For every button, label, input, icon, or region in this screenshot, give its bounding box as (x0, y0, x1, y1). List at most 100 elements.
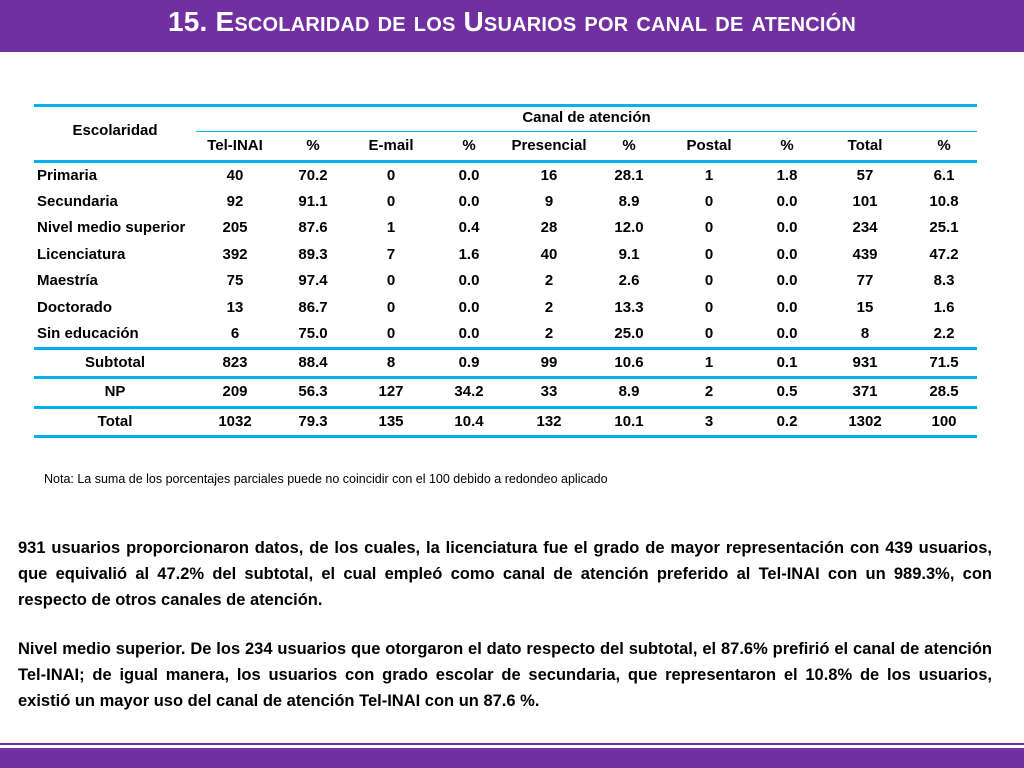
summary-cell: 34.2 (454, 383, 484, 400)
table-cell: 77 (856, 272, 874, 289)
table-cell: 0 (704, 193, 714, 210)
summary-row-label: Subtotal (85, 354, 145, 371)
table-cell: 86.7 (298, 299, 328, 316)
summary-cell: 100 (931, 413, 957, 430)
summary-cell: 10.6 (614, 354, 644, 371)
summary-cell: 371 (852, 383, 878, 400)
summary-cell: 0.2 (776, 413, 798, 430)
row-header-label: Escolaridad (72, 122, 158, 139)
table-cell: 2.6 (618, 272, 640, 289)
table-cell: 75.0 (298, 325, 328, 342)
table-cell: 28 (540, 219, 558, 236)
table-cell: 6.1 (933, 167, 955, 184)
table-cell: 40 (226, 167, 244, 184)
subtotal-bottom-rule (34, 376, 977, 379)
table-cell: 0 (704, 325, 714, 342)
row-label: Nivel medio superior (37, 219, 186, 236)
summary-cell: 28.5 (929, 383, 959, 400)
table-cell: 0.0 (776, 272, 798, 289)
summary-cell: 1032 (218, 413, 252, 430)
table-cell: 0 (386, 193, 396, 210)
table-cell: 25.1 (929, 219, 959, 236)
summary-cell: 0.5 (776, 383, 798, 400)
row-label: Licenciatura (37, 246, 126, 263)
row-label: Secundaria (37, 193, 118, 210)
table-cell: 0.0 (776, 246, 798, 263)
summary-cell: 135 (378, 413, 404, 430)
table-cell: 0 (386, 272, 396, 289)
table-cell: 92 (226, 193, 244, 210)
table-cell: 101 (852, 193, 878, 210)
group-header-label: Canal de atención (522, 109, 651, 126)
summary-cell: 10.4 (454, 413, 484, 430)
table-cell: 47.2 (929, 246, 959, 263)
table-cell: 0.0 (458, 325, 480, 342)
summary-row-label: NP (104, 383, 126, 400)
table-cell: 13 (226, 299, 244, 316)
column-header: Total (847, 137, 883, 154)
summary-cell: 209 (222, 383, 248, 400)
column-header: % (780, 137, 794, 154)
table-top-rule (34, 104, 977, 107)
title-bar (0, 0, 1024, 52)
column-header: % (622, 137, 636, 154)
table-cell: 0.0 (776, 299, 798, 316)
table-cell: 8.3 (933, 272, 955, 289)
table-cell: 9.1 (618, 246, 640, 263)
footer-bar (0, 748, 1024, 768)
table-cell: 0 (386, 167, 396, 184)
table-cell: 16 (540, 167, 558, 184)
column-header: % (462, 137, 476, 154)
table-cell: 0 (704, 219, 714, 236)
np-bottom-rule (34, 406, 977, 409)
summary-cell: 56.3 (298, 383, 328, 400)
table-cell: 12.0 (614, 219, 644, 236)
table-cell: 0.0 (776, 219, 798, 236)
summary-cell: 823 (222, 354, 248, 371)
summary-cell: 1 (704, 354, 714, 371)
table-cell: 205 (222, 219, 248, 236)
table-cell: 75 (226, 272, 244, 289)
summary-cell: 2 (704, 383, 714, 400)
column-header: Tel-INAI (207, 137, 263, 154)
paragraph-1: 931 usuarios proporcionaron datos, de lo… (18, 539, 992, 609)
table-cell: 10.8 (929, 193, 959, 210)
table-cell: 28.1 (614, 167, 644, 184)
summary-cell: 8 (386, 354, 396, 371)
summary-cell: 88.4 (298, 354, 328, 371)
table-cell: 40 (540, 246, 558, 263)
summary-row-label: Total (97, 413, 133, 430)
table-cell: 0.0 (458, 299, 480, 316)
table-cell: 9 (544, 193, 554, 210)
summary-cell: 79.3 (298, 413, 328, 430)
summary-cell: 10.1 (614, 413, 644, 430)
table-cell: 0.0 (776, 193, 798, 210)
table-cell: 2 (544, 299, 554, 316)
table-cell: 7 (386, 246, 396, 263)
table-cell: 0 (386, 299, 396, 316)
column-header: E-mail (368, 137, 414, 154)
summary-cell: 931 (852, 354, 878, 371)
table-cell: 234 (852, 219, 878, 236)
column-header: % (937, 137, 951, 154)
paragraph-2: Nivel medio superior. De los 234 usuario… (18, 640, 992, 710)
table-cell: 0 (704, 246, 714, 263)
table-cell: 1 (704, 167, 714, 184)
table-cell: 1.6 (458, 246, 480, 263)
table-bottom-rule (34, 435, 977, 438)
data-table: Escolaridad Canal de atención Tel-INAI% E… (34, 104, 977, 440)
table-cell: 439 (852, 246, 878, 263)
table-cell: 97.4 (298, 272, 328, 289)
column-header: Presencial (511, 137, 587, 154)
summary-cell: 1302 (848, 413, 882, 430)
table-cell: 6 (230, 325, 240, 342)
column-header: % (306, 137, 320, 154)
table-cell: 1.6 (933, 299, 955, 316)
summary-cell: 0.1 (776, 354, 798, 371)
summary-cell: 127 (378, 383, 404, 400)
table-cell: 70.2 (298, 167, 328, 184)
table-cell: 91.1 (298, 193, 328, 210)
table-cell: 1 (386, 219, 396, 236)
table-cell: 0 (704, 272, 714, 289)
table-cell: 0.0 (458, 193, 480, 210)
